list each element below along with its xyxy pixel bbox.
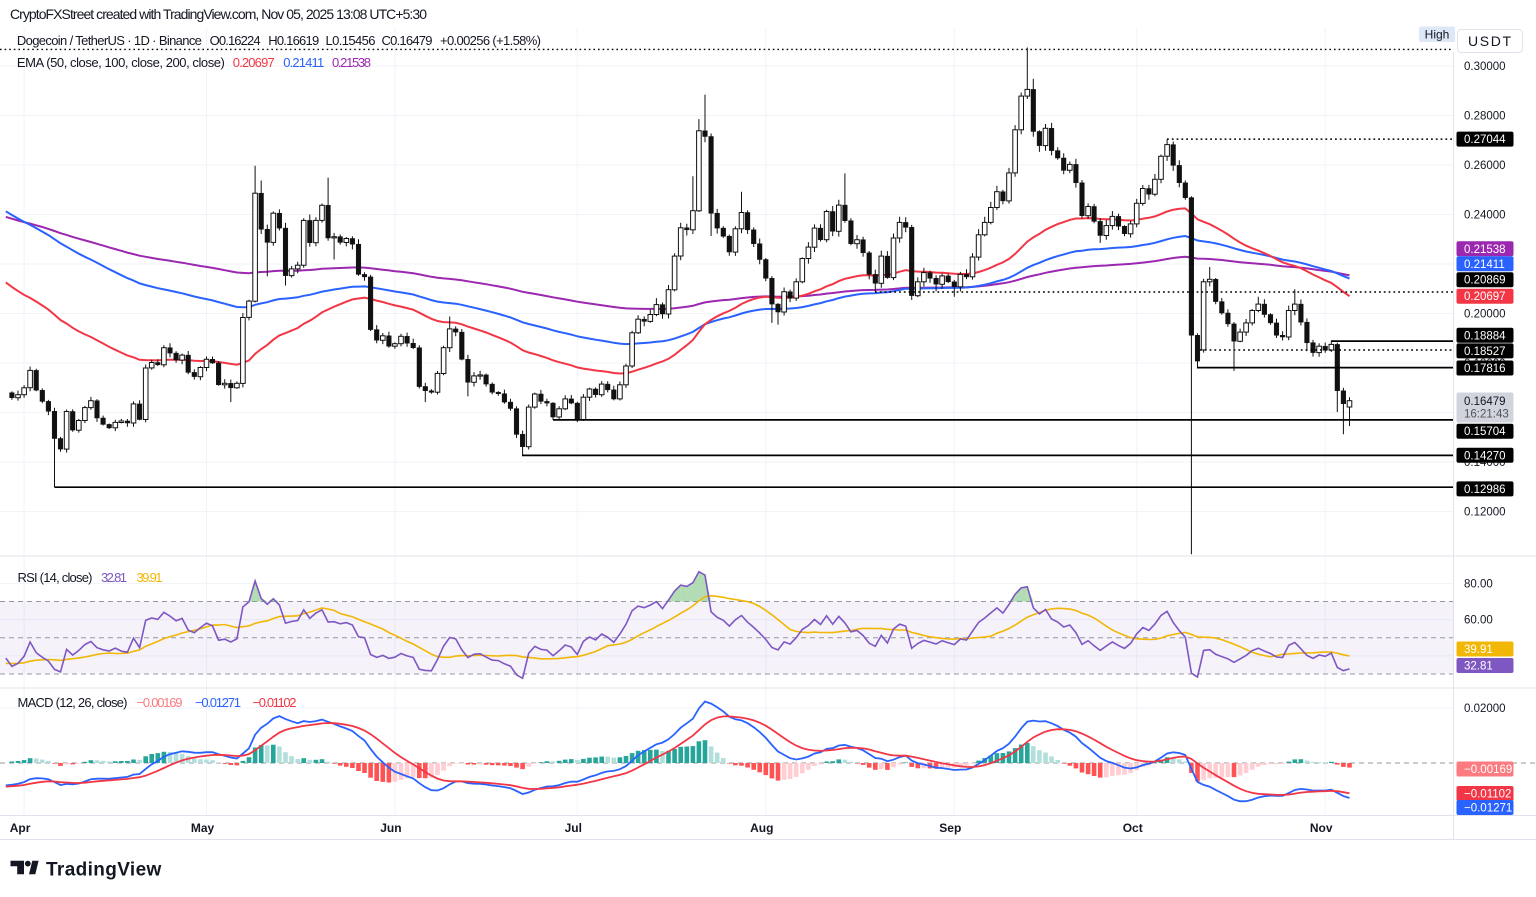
svg-text:Jun: Jun xyxy=(380,821,401,835)
svg-text:Nov: Nov xyxy=(1310,821,1333,835)
svg-text:32.81: 32.81 xyxy=(1464,661,1493,673)
svg-text:−0.00169: −0.00169 xyxy=(1464,764,1512,776)
svg-text:16:21:43: 16:21:43 xyxy=(1464,409,1509,421)
svg-text:−0.01102: −0.01102 xyxy=(1464,789,1511,801)
svg-text:0.12000: 0.12000 xyxy=(1464,507,1506,519)
svg-text:0.12986: 0.12986 xyxy=(1464,484,1506,496)
svg-text:Oct: Oct xyxy=(1123,821,1143,835)
svg-text:0.21538: 0.21538 xyxy=(1464,244,1506,256)
svg-text:EMA (50, close, 100, close, 20: EMA (50, close, 100, close, 200, close) xyxy=(17,55,225,70)
svg-text:RSI (14, close): RSI (14, close) xyxy=(18,570,93,585)
svg-text:0.14270: 0.14270 xyxy=(1464,450,1506,462)
svg-text:−0.01102: −0.01102 xyxy=(253,695,297,710)
svg-text:Dogecoin / TetherUS · 1D · Bin: Dogecoin / TetherUS · 1D · Binance xyxy=(17,33,202,48)
svg-text:32.81: 32.81 xyxy=(101,570,127,585)
svg-text:−0.01271: −0.01271 xyxy=(1464,803,1512,815)
svg-text:0.16479: 0.16479 xyxy=(1464,396,1506,408)
svg-text:O0.16224: O0.16224 xyxy=(210,33,261,48)
svg-text:0.21411: 0.21411 xyxy=(1464,259,1505,271)
svg-text:39.91: 39.91 xyxy=(137,570,163,585)
svg-text:0.18884: 0.18884 xyxy=(1464,330,1506,342)
svg-text:+0.00256 (+1.58%): +0.00256 (+1.58%) xyxy=(440,33,541,48)
svg-text:0.18527: 0.18527 xyxy=(1464,346,1506,358)
svg-text:High: High xyxy=(1425,28,1450,42)
svg-text:0.20869: 0.20869 xyxy=(1464,275,1506,287)
svg-text:−0.01271: −0.01271 xyxy=(195,695,241,710)
svg-text:80.00: 80.00 xyxy=(1464,578,1493,590)
svg-text:0.27044: 0.27044 xyxy=(1464,134,1506,146)
svg-text:C0.16479: C0.16479 xyxy=(382,33,433,48)
svg-text:0.17816: 0.17816 xyxy=(1464,363,1506,375)
svg-text:0.20697: 0.20697 xyxy=(1464,291,1506,303)
svg-text:Jul: Jul xyxy=(565,821,582,835)
svg-text:CryptoFXStreet created with Tr: CryptoFXStreet created with TradingView.… xyxy=(10,6,427,22)
svg-text:H0.16619: H0.16619 xyxy=(268,33,319,48)
svg-text:0.26000: 0.26000 xyxy=(1464,160,1506,172)
svg-text:TradingView: TradingView xyxy=(46,860,162,881)
svg-text:−0.00169: −0.00169 xyxy=(137,695,183,710)
svg-text:0.20697: 0.20697 xyxy=(233,55,275,70)
svg-text:0.24000: 0.24000 xyxy=(1464,210,1506,222)
svg-text:MACD (12, 26, close): MACD (12, 26, close) xyxy=(18,695,128,710)
svg-text:0.28000: 0.28000 xyxy=(1464,110,1506,122)
svg-text:May: May xyxy=(191,821,215,835)
svg-text:0.21538: 0.21538 xyxy=(332,55,371,70)
svg-text:0.15704: 0.15704 xyxy=(1464,426,1506,438)
svg-text:USDT: USDT xyxy=(1468,33,1511,49)
svg-text:0.02000: 0.02000 xyxy=(1464,703,1506,715)
svg-text:0.30000: 0.30000 xyxy=(1464,61,1506,73)
svg-text:L0.15456: L0.15456 xyxy=(326,33,376,48)
svg-text:0.20000: 0.20000 xyxy=(1464,309,1506,321)
svg-text:Aug: Aug xyxy=(750,821,773,835)
svg-text:39.91: 39.91 xyxy=(1464,644,1493,656)
svg-text:Apr: Apr xyxy=(10,821,31,835)
svg-text:Sep: Sep xyxy=(939,821,961,835)
svg-text:60.00: 60.00 xyxy=(1464,615,1493,627)
svg-text:0.21411: 0.21411 xyxy=(283,55,324,70)
